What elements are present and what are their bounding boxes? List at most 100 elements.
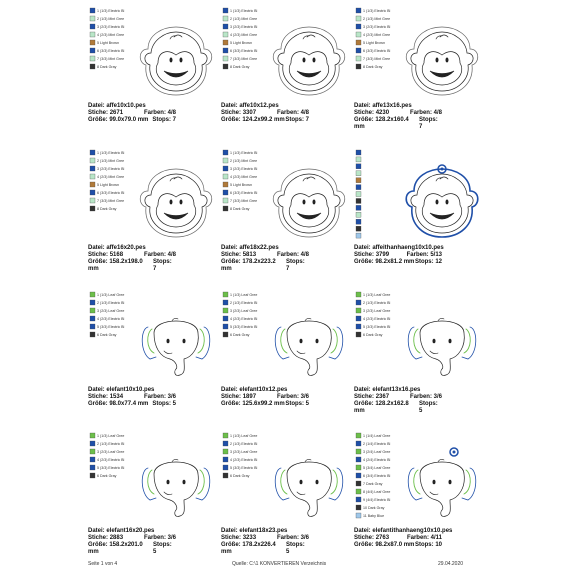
file-name: elefant10x10.pes (106, 387, 155, 393)
thread-swatch (355, 23, 362, 30)
thread-swatch (89, 331, 96, 338)
thread-swatch (222, 315, 229, 322)
label: Farben: (409, 394, 432, 400)
info-field: Größe: 98.2x87.0 mm (354, 542, 414, 549)
value: 3/6 (300, 394, 309, 400)
catalog-entry: Datei: affeithanhaeng10x10.pes Stiche: 37… (354, 147, 486, 266)
info-field: Farben: 5/13 (407, 252, 442, 259)
thumbnail: 1 (1/3) Leaf Gree 2 (1/3) Electric Bl 3 (2… (355, 291, 477, 376)
thread-swatch (89, 55, 96, 62)
thread-label: 1 (1/3) Electric Bl (97, 151, 125, 155)
thread-swatch (222, 307, 229, 314)
thread-label: 3 (2/3) Electric Bl (97, 25, 125, 29)
thread-swatch (355, 163, 362, 169)
catalog-entry: 1 (1/3) Electric Bl 2 (1/3) Mint Gree 3 (2… (221, 5, 353, 124)
thread-label: 6 Dark Gray (230, 474, 250, 478)
info-field: Farben: 4/8 (277, 252, 309, 259)
thread-swatch (355, 55, 362, 62)
info-field: Größe: 124.2x99.2 mm (221, 117, 285, 124)
thread-label: 3 (2/3) Electric Bl (230, 167, 258, 171)
thread-label: 3 (2/4) Leaf Gree (363, 450, 390, 454)
label: Stiche: (88, 394, 109, 400)
info-row: Größe: 178.2x223.2 mm Stops: 7 (221, 259, 309, 273)
thread-label: 4 (2/4) Electric Bl (363, 458, 391, 462)
thread-swatch (355, 472, 362, 479)
info-field: Farben: 3/6 (410, 394, 442, 401)
design-image (274, 459, 344, 517)
info-field: Stiche: 2671 (88, 110, 123, 117)
thread-swatch (355, 212, 362, 218)
thread-swatch (222, 291, 229, 298)
thread-swatch (89, 181, 96, 188)
info-row: Größe: 98.2x87.0 mm Stops: 10 (354, 542, 442, 549)
thread-swatch (222, 299, 229, 306)
thread-label: 7 Dark Gray (363, 482, 383, 486)
file-name: affe18x22.pes (239, 245, 279, 251)
thread-label: 4 (2/3) Mint Gree (97, 175, 124, 179)
thread-label: 3 (2/3) Leaf Gree (230, 309, 257, 313)
thread-swatch (222, 63, 229, 70)
value: 3/6 (433, 394, 442, 400)
value: 178.2x226.4 mm (221, 542, 276, 555)
value: 4/8 (167, 110, 176, 116)
value: 7 (305, 117, 309, 123)
info-row: Größe: 125.6x99.2 mm Stops: 5 (221, 401, 309, 408)
footer-page: Seite 1 von 4 (88, 561, 118, 567)
thread-label: 2 (1/3) Electric Bl (230, 301, 258, 305)
thread-label: 5 (3/4) Leaf Gree (363, 466, 390, 470)
thread-swatch (222, 205, 229, 212)
thread-label: 5 Light Brown (97, 41, 119, 45)
label: Datei: (221, 245, 238, 251)
thread-swatch (89, 7, 96, 14)
thread-swatch (222, 173, 229, 180)
thread-swatch (355, 440, 362, 447)
thread-swatch (355, 315, 362, 322)
design-info: Datei: affe10x10.pes Stiche: 2671 Farben: … (88, 103, 220, 124)
thread-swatch (89, 456, 96, 463)
thread-swatch (89, 307, 96, 314)
design-image (405, 26, 479, 96)
thread-label: 4 (2/3) Mint Gree (97, 33, 124, 37)
thread-label: 1 (1/3) Leaf Gree (230, 293, 257, 297)
thread-swatch (355, 299, 362, 306)
design-info: Datei: elefantithanhaeng10x10.pes Stiche:… (354, 528, 486, 549)
label: Datei: (221, 387, 238, 393)
info-row: Stiche: 2883 Farben: 3/6 (88, 535, 176, 542)
label: Farben: (143, 252, 166, 258)
label: Stiche: (221, 394, 242, 400)
thread-swatch (355, 226, 362, 232)
thread-swatch (89, 448, 96, 455)
value: 12 (435, 259, 442, 265)
value: 128.2x160.4 mm (354, 117, 409, 130)
label: Farben: (143, 535, 166, 541)
info-field: Stops: 5 (153, 542, 176, 556)
thread-label: 3 (2/3) Leaf Gree (363, 309, 390, 313)
info-field: Größe: 158.2x198.0 mm (88, 259, 153, 273)
info-row: Stiche: 5168 Farben: 4/8 (88, 252, 176, 259)
info-field: Größe: 99.0x79.0 mm (88, 117, 148, 124)
label: Größe: (221, 259, 241, 265)
thread-swatch (355, 7, 362, 14)
thread-swatch (355, 63, 362, 70)
thread-label: 6 (3/3) Electric Bl (230, 191, 258, 195)
info-row: Größe: 128.2x160.4 mm Stops: 7 (354, 117, 442, 131)
design-info: Datei: elefant18x23.pes Stiche: 3233 Farbe… (221, 528, 353, 556)
label: Farben: (406, 535, 429, 541)
value: 2763 (375, 535, 390, 541)
thread-swatch (222, 47, 229, 54)
thread-swatch (355, 496, 362, 503)
info-field: Größe: 125.6x99.2 mm (221, 401, 285, 408)
file-line: Datei: elefant16x20.pes (88, 528, 220, 535)
thread-label: 2 (1/3) Mint Gree (230, 159, 257, 163)
thread-label: 10 Dark Gray (363, 506, 385, 510)
thread-label: 1 (1/3) Leaf Gree (97, 293, 124, 297)
label: Stops: (414, 542, 434, 548)
thread-swatch (355, 432, 362, 439)
info-field: Stiche: 4230 (354, 110, 389, 117)
thread-label: 7 (3/3) Mint Gree (97, 199, 124, 203)
thread-swatch (355, 184, 362, 190)
thumbnail: 1 (1/3) Electric Bl 2 (1/3) Mint Gree 3 (2… (89, 7, 213, 96)
thread-swatch (89, 39, 96, 46)
info-row: Größe: 98.2x81.2 mm Stops: 12 (354, 259, 442, 266)
thread-swatch (355, 31, 362, 38)
